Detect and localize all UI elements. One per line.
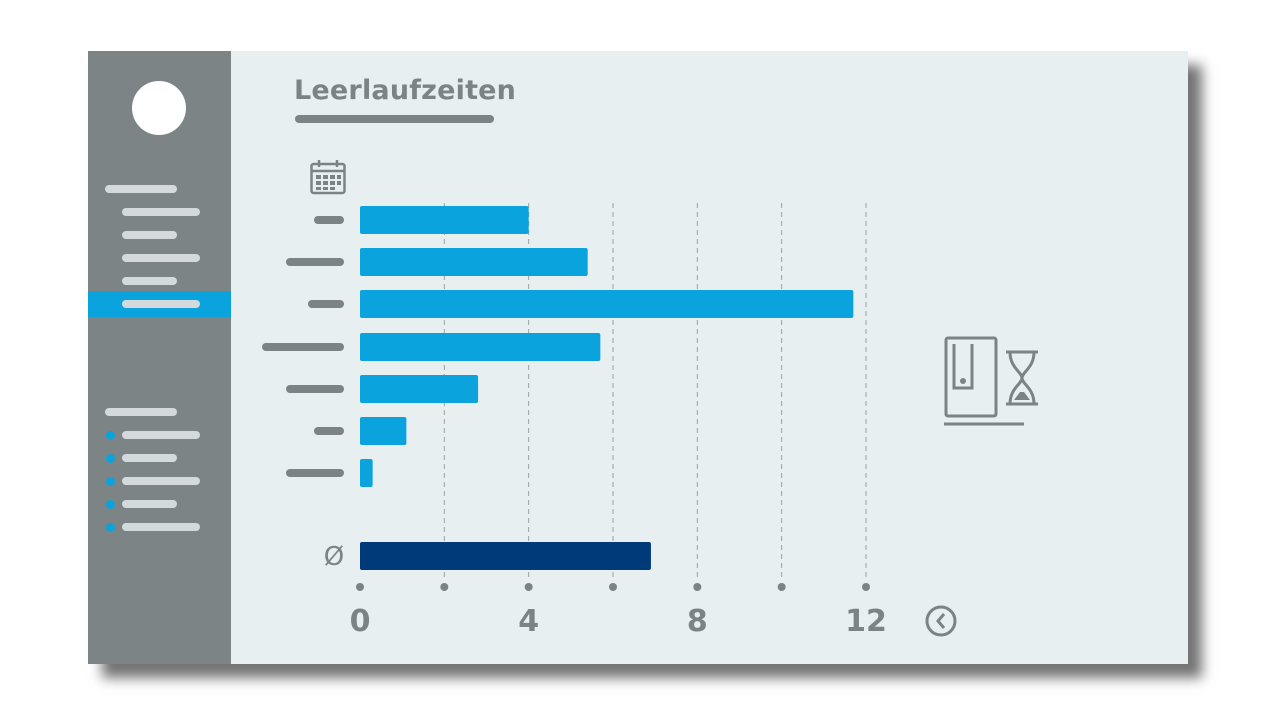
chart-bars [360,206,854,570]
category-label-placeholder [314,216,344,224]
sidebar-item[interactable] [122,231,177,239]
axis-tick-dot [356,583,364,591]
sidebar-item[interactable] [122,477,200,485]
status-dot [106,523,115,532]
category-label-placeholder [286,258,344,266]
title-underline [295,115,494,123]
avatar[interactable] [132,81,186,135]
category-label-placeholder [262,343,344,351]
bar [360,375,479,403]
machine-hourglass-icon [944,336,1038,426]
axis-tick-dot [524,583,533,591]
sidebar [88,51,231,664]
tick-label: 8 [687,604,708,639]
axis-tick-dot [777,583,786,591]
tick-label: 4 [518,604,539,639]
status-dot [106,500,115,509]
sidebar-item[interactable] [122,523,200,531]
app-window: Leerlaufzeiten Ø 0 4 8 12 [88,51,1188,664]
x-axis: 0 4 8 12 [350,583,887,639]
bar [360,206,529,234]
category-label-placeholder [314,427,344,435]
category-label-placeholder [286,469,344,477]
category-labels: Ø [262,216,344,572]
bar [360,333,601,361]
sidebar-item[interactable] [122,277,177,285]
idle-time-chart: Ø 0 4 8 12 [262,160,1038,639]
status-dot [106,477,115,486]
average-bar [360,542,651,570]
page-title: Leerlaufzeiten [294,75,517,106]
axis-tick-dot [440,583,449,591]
tick-label: 12 [845,604,887,639]
clock-icon [925,605,957,637]
tick-label: 0 [350,604,371,639]
axis-tick-dot [862,583,870,591]
calendar-icon [310,160,346,195]
axis-tick-dot [693,583,702,591]
sidebar-item[interactable] [122,208,200,216]
sidebar-item[interactable] [122,500,177,508]
axis-tick-dot [609,583,617,591]
category-label-placeholder [308,300,344,308]
average-icon: Ø [324,542,344,572]
sidebar-item[interactable] [105,408,177,416]
sidebar-item[interactable] [105,185,177,193]
category-label-placeholder [286,385,344,393]
bar [360,417,407,445]
bar [360,290,854,318]
bar [360,248,588,276]
bar [360,459,373,487]
sidebar-item[interactable] [122,454,177,462]
sidebar-item[interactable] [122,254,200,262]
status-dot [106,431,115,440]
sidebar-item-selected-label [122,300,200,308]
status-dot [106,454,115,463]
sidebar-item[interactable] [122,431,200,439]
